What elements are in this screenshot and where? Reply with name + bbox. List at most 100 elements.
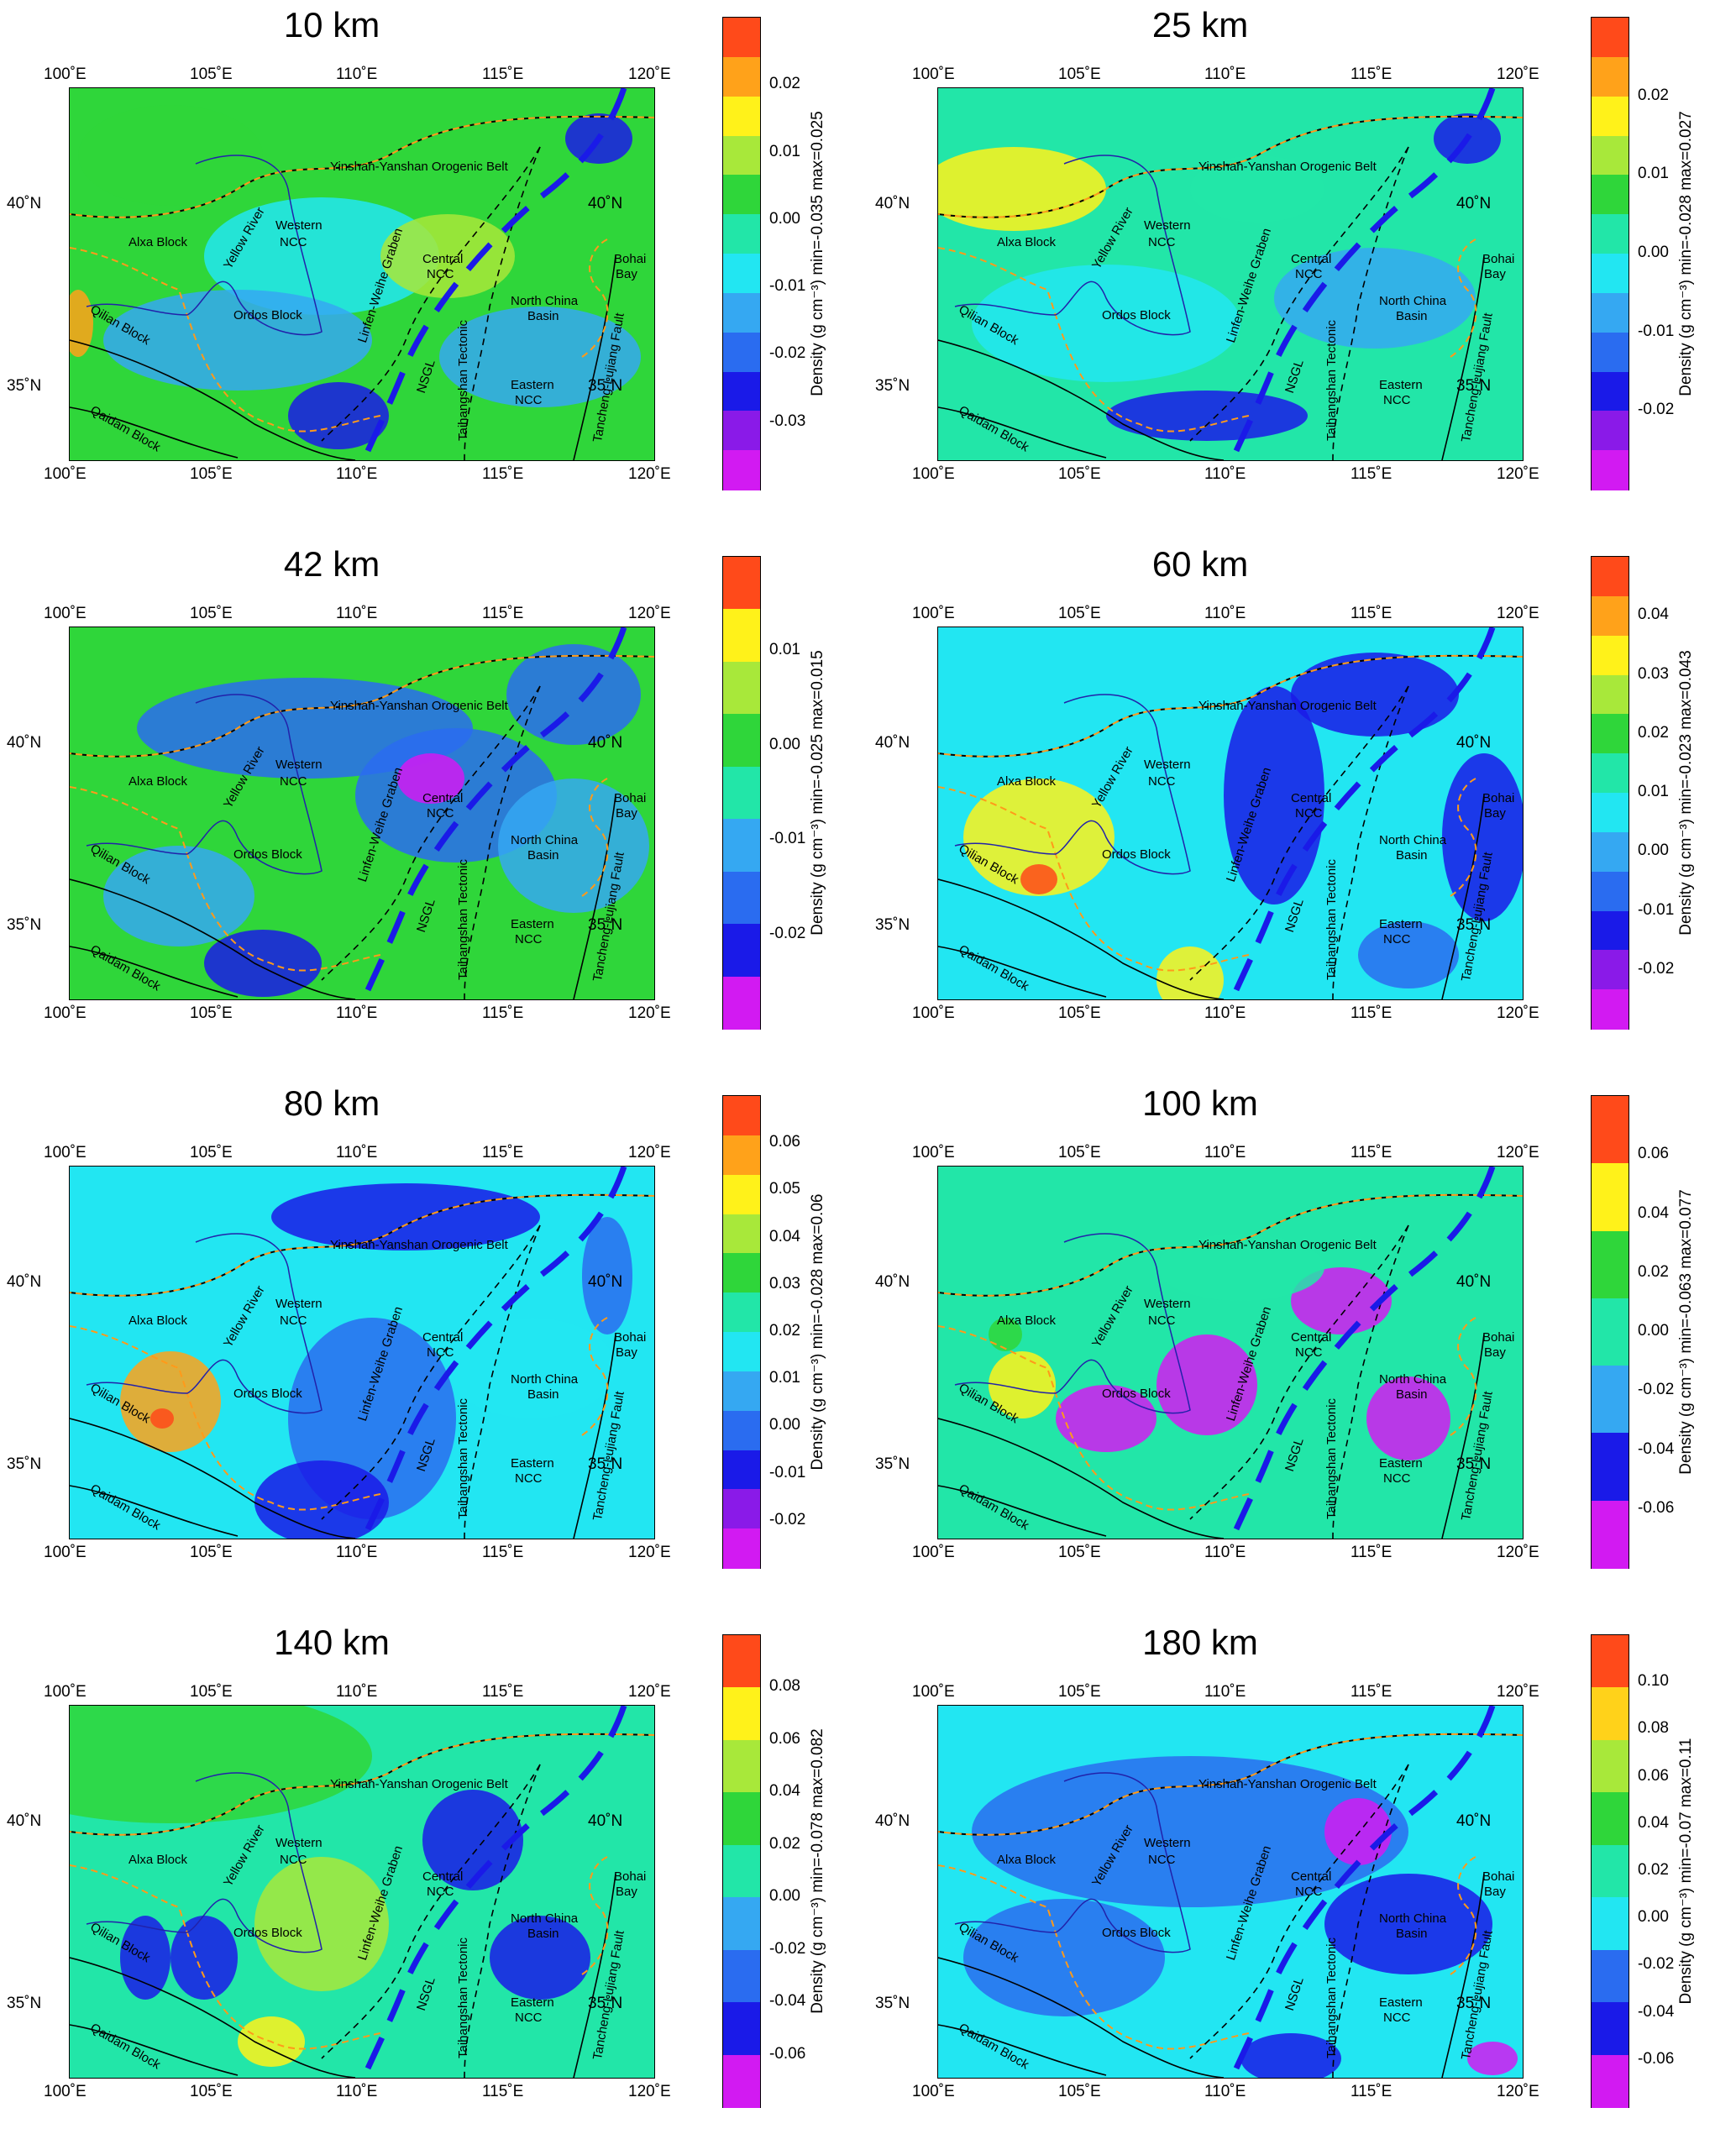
geo-label-bohai: Bohai	[614, 252, 647, 266]
fault-line	[70, 2024, 239, 2076]
geo-label-ordos: Ordos Block	[1102, 308, 1171, 322]
lon-tick-label: 105˚E	[1058, 1144, 1101, 1161]
taihangshan-line	[464, 685, 541, 999]
colorbar-tick-label: 0.02	[1638, 1262, 1669, 1281]
density-map: Yinshan-Yanshan Orogenic Belt Alxa Block W…	[937, 627, 1524, 1000]
colorbar-tick-label: -0.06	[769, 2044, 806, 2063]
geo-label-bay: Bay	[1484, 806, 1506, 821]
colorbar-segment	[723, 976, 760, 1030]
colorbar-range: min=-0.07 max=0.11	[1677, 1738, 1695, 1884]
geo-label-yinshan: Yinshan-Yanshan Orogenic Belt	[1198, 160, 1377, 174]
anomaly-patch	[972, 265, 1240, 382]
geo-label-ncc: NCC	[1295, 806, 1323, 821]
ncc-boundary	[70, 1325, 381, 1511]
geo-label-ncc: NCC	[1383, 2011, 1411, 2025]
fault-line	[938, 406, 1107, 459]
anomaly-patch	[1358, 921, 1459, 988]
anomaly-patch	[989, 1351, 1056, 1418]
lon-tick-label: 115˚E	[1351, 465, 1392, 483]
lon-tick-label: 110˚E	[336, 465, 378, 483]
geo-label-ordos: Ordos Block	[1102, 1387, 1171, 1401]
density-map: Yinshan-Yanshan Orogenic Belt Alxa Block W…	[69, 1705, 655, 2079]
lon-tick-label: 110˚E	[336, 2083, 378, 2100]
geo-label-ncc: NCC	[515, 1471, 543, 1486]
colorbar-segment	[723, 871, 760, 925]
ncc-boundary	[70, 247, 381, 433]
colorbar-tick-label: -0.01	[1638, 322, 1675, 340]
lon-tick-label: 100˚E	[44, 2083, 87, 2100]
anomaly-patch	[288, 382, 389, 449]
anomaly-patch	[1324, 1798, 1392, 1865]
colorbar-tick-label: 0.08	[769, 1677, 800, 1696]
tancheng-fault	[573, 1334, 616, 1539]
lon-tick-label: 120˚E	[628, 465, 671, 483]
lon-tick-label: 105˚E	[1058, 465, 1101, 483]
colorbar-tick-label: 0.03	[1638, 664, 1669, 683]
colorbar-segment	[1592, 1635, 1628, 1689]
geo-label-bay: Bay	[616, 806, 637, 821]
colorbar-tick-label: -0.01	[769, 1463, 806, 1481]
colorbar-segment	[723, 254, 760, 294]
map-svg	[70, 88, 654, 460]
orogenic-belt-boundary	[938, 1193, 1523, 1297]
tancheng-fault	[1441, 1873, 1485, 2078]
fault-line	[70, 946, 239, 998]
geo-label-ncc: NCC	[1383, 1471, 1411, 1486]
colorbar-label: Density (g cm⁻³) min=-0.035 max=0.025	[808, 0, 827, 514]
anomaly-patch	[70, 1706, 372, 1823]
density-map: Yinshan-Yanshan Orogenic Belt Alxa Block W…	[69, 1166, 655, 1539]
lon-tick-label: 115˚E	[482, 1004, 524, 1022]
geo-label-basin: Basin	[1396, 1927, 1428, 1941]
geo-label-north-china: North China	[511, 1372, 579, 1387]
ncc-boundary	[70, 1864, 381, 2050]
map-svg	[938, 1706, 1523, 2078]
anomaly-patch	[989, 1318, 1022, 1351]
lat-tick-label: 40˚N	[588, 194, 623, 212]
geo-label-central: Central	[1291, 791, 1332, 805]
lon-tick-label: 100˚E	[912, 1004, 955, 1022]
geo-label-alxa: Alxa Block	[997, 235, 1057, 249]
map-svg	[70, 627, 654, 999]
anomaly-patch	[103, 846, 254, 946]
anomaly-patch	[204, 930, 322, 997]
colorbar-segment	[723, 1739, 760, 1794]
orogenic-belt-boundary	[70, 1193, 654, 1297]
geo-label-eastern: Eastern	[511, 1456, 554, 1471]
colorbar-segment	[723, 1292, 760, 1333]
density-map: Yinshan-Yanshan Orogenic Belt Alxa Block W…	[69, 627, 655, 1000]
tancheng-fault	[573, 794, 616, 999]
lat-tick-label: 40˚N	[588, 733, 623, 752]
colorbar-range: min=-0.028 max=0.06	[809, 1193, 826, 1350]
colorbar-segment	[723, 1897, 760, 1951]
orogenic-belt-boundary	[938, 115, 1523, 218]
geo-label-central: Central	[1291, 1330, 1332, 1345]
lon-tick-label: 105˚E	[190, 1144, 233, 1161]
anomaly-patch	[150, 1408, 174, 1429]
colorbar	[1591, 17, 1629, 490]
orogenic-belt-boundary	[938, 1733, 1523, 1836]
geo-label-ncc: NCC	[515, 393, 543, 407]
lon-tick-label: 115˚E	[482, 605, 524, 622]
geo-label-basin: Basin	[527, 1387, 559, 1402]
lat-tick-label: 35˚N	[1456, 916, 1492, 935]
colorbar-segment	[723, 609, 760, 663]
lon-tick-label: 120˚E	[628, 1683, 671, 1701]
lat-tick-label: 40˚N	[7, 1812, 42, 1830]
anomaly-patch	[271, 1183, 540, 1251]
lon-tick-label: 110˚E	[1204, 1004, 1246, 1022]
geo-label-taihang: Taihangshan Tectonic	[1324, 1937, 1339, 2058]
lat-tick-label: 35˚N	[588, 1995, 623, 2013]
taihangshan-line	[464, 146, 541, 460]
lon-tick-label: 105˚E	[1058, 66, 1101, 83]
colorbar-tick-label: -0.02	[769, 924, 806, 942]
colorbar-range: min=-0.023 max=0.043	[1677, 650, 1695, 815]
tancheng-fault	[573, 1873, 616, 2078]
colorbar-tick-label: -0.06	[1638, 2049, 1675, 2068]
fault-line	[938, 946, 1107, 998]
fault-line	[70, 878, 356, 999]
lon-tick-label: 120˚E	[1497, 66, 1539, 83]
geo-label-ordos: Ordos Block	[233, 847, 302, 862]
colorbar-segment	[1592, 1500, 1628, 1569]
nsgl-line	[360, 627, 627, 999]
geo-label-north-china: North China	[1379, 1372, 1447, 1387]
